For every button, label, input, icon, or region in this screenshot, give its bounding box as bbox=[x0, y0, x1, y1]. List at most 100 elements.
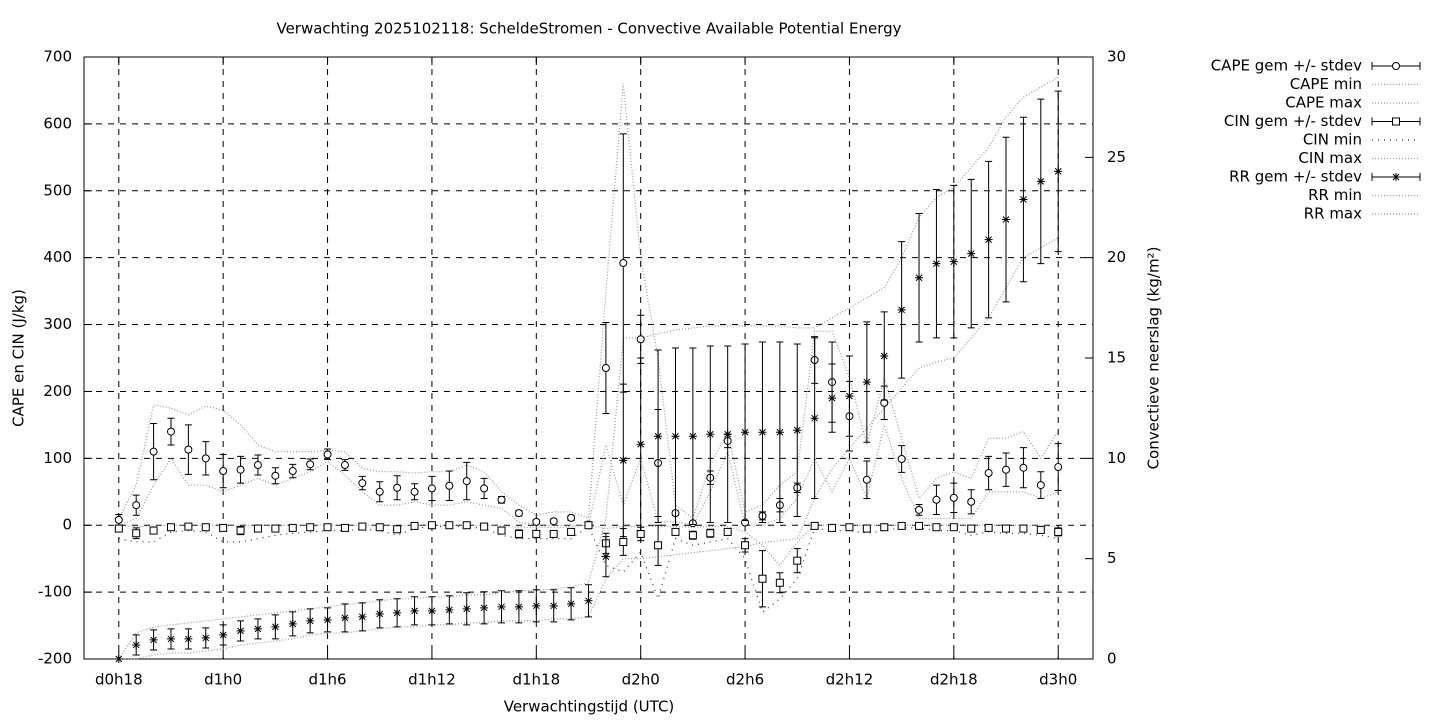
marker bbox=[497, 602, 506, 611]
marker bbox=[410, 606, 419, 615]
marker bbox=[427, 484, 436, 493]
plot-frame bbox=[83, 56, 1094, 660]
marker bbox=[393, 525, 402, 534]
marker bbox=[949, 257, 958, 266]
marker bbox=[619, 537, 628, 546]
marker bbox=[619, 456, 628, 465]
marker bbox=[375, 609, 384, 618]
marker bbox=[810, 521, 819, 530]
marker bbox=[862, 524, 871, 533]
marker bbox=[236, 626, 245, 635]
marker bbox=[514, 602, 523, 611]
marker bbox=[410, 487, 419, 496]
marker bbox=[462, 604, 471, 613]
marker bbox=[619, 259, 628, 268]
marker bbox=[184, 522, 193, 531]
marker bbox=[880, 523, 889, 532]
y-tick-label: 600 bbox=[43, 114, 72, 132]
marker bbox=[810, 414, 819, 423]
marker bbox=[915, 273, 924, 282]
marker bbox=[567, 513, 576, 522]
marker bbox=[149, 526, 158, 535]
marker bbox=[862, 475, 871, 484]
marker bbox=[601, 552, 610, 561]
marker bbox=[932, 259, 941, 268]
marker bbox=[323, 523, 332, 532]
marker bbox=[114, 515, 123, 524]
marker bbox=[271, 622, 280, 631]
marker bbox=[340, 523, 349, 532]
marker bbox=[1019, 195, 1028, 204]
marker bbox=[845, 392, 854, 401]
marker bbox=[201, 454, 210, 463]
legend-label: CIN gem +/- stdev bbox=[1224, 112, 1362, 130]
marker bbox=[741, 428, 750, 437]
marker bbox=[775, 578, 784, 587]
marker bbox=[253, 461, 262, 470]
legend-marker bbox=[1392, 173, 1400, 181]
marker bbox=[358, 479, 367, 488]
marker bbox=[706, 529, 715, 538]
marker bbox=[584, 521, 593, 530]
marker bbox=[949, 523, 958, 532]
marker bbox=[984, 469, 993, 478]
x-tick-label: d1h18 bbox=[512, 671, 560, 689]
marker bbox=[306, 460, 315, 469]
marker bbox=[601, 364, 610, 373]
marker bbox=[132, 529, 141, 538]
marker bbox=[532, 601, 541, 610]
marker bbox=[567, 527, 576, 536]
marker bbox=[132, 640, 141, 649]
marker bbox=[514, 509, 523, 518]
marker bbox=[253, 624, 262, 633]
y-tick-label: 100 bbox=[43, 449, 72, 467]
marker bbox=[149, 635, 158, 644]
marker bbox=[323, 615, 332, 624]
marker bbox=[219, 467, 228, 476]
marker bbox=[427, 606, 436, 615]
x-tick-label: d1h0 bbox=[204, 671, 242, 689]
y-tick-label: 200 bbox=[43, 382, 72, 400]
marker bbox=[271, 524, 280, 533]
marker bbox=[915, 505, 924, 514]
legend-label: CAPE max bbox=[1285, 94, 1362, 112]
y2-tick-label: 10 bbox=[1107, 449, 1126, 467]
marker bbox=[445, 605, 454, 614]
marker bbox=[323, 450, 332, 459]
marker bbox=[549, 517, 558, 526]
marker bbox=[880, 351, 889, 360]
marker bbox=[1054, 167, 1063, 176]
marker bbox=[375, 523, 384, 532]
chart-title: Verwachting 2025102118: ScheldeStromen -… bbox=[276, 20, 901, 38]
marker bbox=[741, 541, 750, 550]
marker bbox=[497, 495, 506, 504]
marker bbox=[184, 634, 193, 643]
marker bbox=[306, 616, 315, 625]
marker bbox=[393, 608, 402, 617]
marker bbox=[1019, 463, 1028, 472]
marker bbox=[654, 432, 663, 441]
marker bbox=[967, 497, 976, 506]
marker bbox=[480, 603, 489, 612]
marker bbox=[845, 523, 854, 532]
marker bbox=[1054, 463, 1063, 472]
marker bbox=[706, 430, 715, 439]
marker bbox=[567, 599, 576, 608]
marker bbox=[480, 484, 489, 493]
marker bbox=[1036, 481, 1045, 490]
marker bbox=[723, 527, 732, 536]
x-tick-label: d2h0 bbox=[622, 671, 660, 689]
marker bbox=[584, 596, 593, 605]
marker bbox=[723, 430, 732, 439]
marker bbox=[462, 477, 471, 486]
marker bbox=[288, 619, 297, 628]
marker bbox=[1002, 524, 1011, 533]
x-tick-label: d3h0 bbox=[1039, 671, 1077, 689]
marker bbox=[288, 523, 297, 532]
legend-label: RR min bbox=[1308, 186, 1362, 204]
legend-label: RR max bbox=[1304, 205, 1362, 223]
y2-tick-label: 20 bbox=[1107, 248, 1126, 266]
marker bbox=[775, 428, 784, 437]
